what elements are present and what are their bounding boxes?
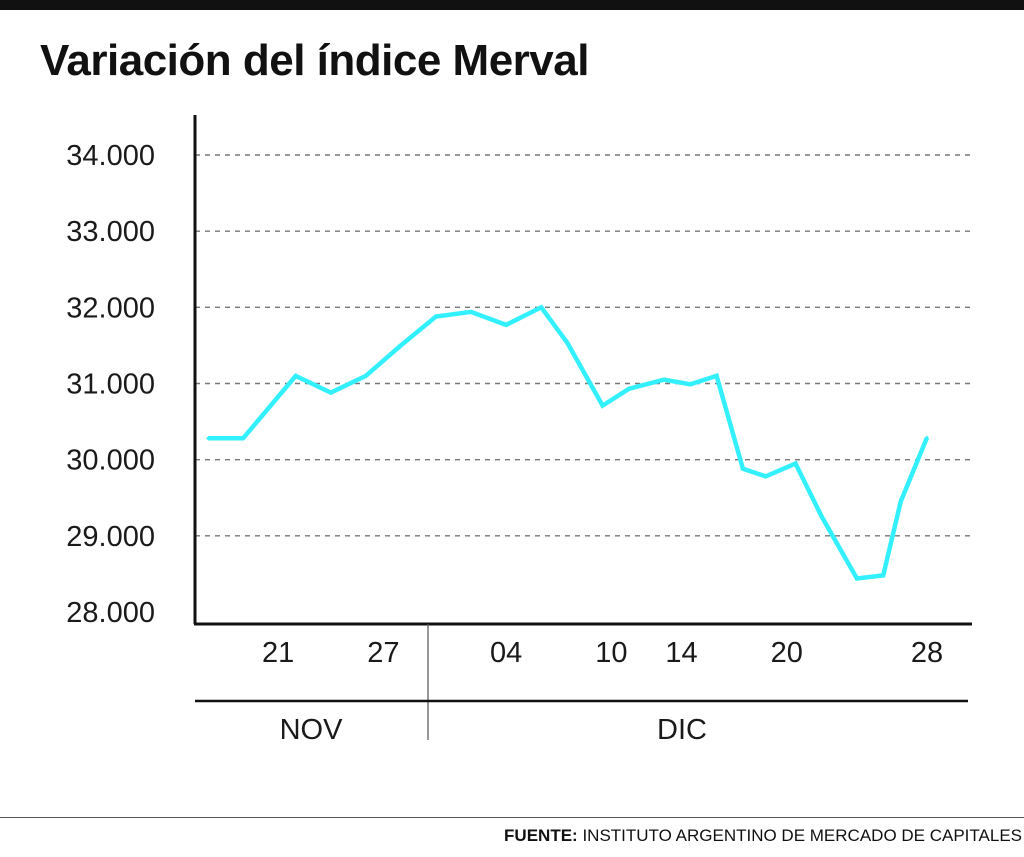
data-point: [741, 467, 745, 471]
x-tick-label: 20: [771, 637, 803, 669]
series-line-merval: [208, 304, 930, 581]
data-point: [601, 404, 605, 408]
data-point: [820, 515, 824, 519]
y-tick-label: 34.000: [66, 140, 155, 172]
data-point: [764, 474, 768, 478]
data-point: [364, 374, 368, 378]
line-chart: 34.000 33.000 32.000 31.000 30.000 29.000 28.0…: [66, 115, 972, 746]
x-tick-label: 10: [595, 637, 627, 669]
data-point: [662, 378, 666, 382]
data-point: [241, 436, 245, 440]
data-point: [539, 305, 543, 309]
axes: [193, 115, 972, 626]
data-point: [434, 314, 438, 318]
data-point: [329, 391, 333, 395]
data-point: [925, 436, 929, 440]
month-label: NOV: [280, 714, 344, 746]
data-point: [627, 387, 631, 391]
data-point: [399, 343, 403, 347]
source-text: INSTITUTO ARGENTINO DE MERCADO DE CAPITA…: [582, 826, 1022, 845]
data-point: [566, 341, 569, 345]
month-label: DIC: [657, 714, 707, 746]
x-tick-label: 14: [665, 637, 697, 669]
series: [206, 304, 930, 581]
bottom-rule: [0, 817, 1024, 818]
data-point: [855, 576, 859, 580]
source-note: FUENTE: INSTITUTO ARGENTINO DE MERCADO D…: [504, 826, 1022, 846]
month-bands: NOV DIC: [195, 624, 968, 746]
data-point: [688, 382, 692, 386]
x-axis-ticks: 21 27 04 10 14 20 28: [262, 637, 943, 669]
gridlines: [195, 154, 972, 537]
x-tick-label: 28: [911, 637, 943, 669]
data-point: [793, 461, 797, 465]
source-label: FUENTE:: [504, 826, 578, 845]
x-tick-label: 04: [490, 637, 522, 669]
x-tick-label: 21: [262, 637, 294, 669]
y-tick-label: 29.000: [66, 521, 155, 553]
y-axis-ticks: 34.000 33.000 32.000 31.000 30.000 29.000 28.0…: [66, 140, 155, 629]
chart-title: Variación del índice Merval: [40, 36, 589, 85]
y-tick-label: 28.000: [66, 597, 155, 629]
data-point: [206, 436, 210, 440]
y-tick-label: 33.000: [66, 216, 155, 248]
top-rule: [0, 0, 1024, 10]
y-tick-label: 31.000: [66, 369, 155, 401]
data-point: [294, 374, 298, 378]
y-tick-label: 32.000: [66, 292, 155, 324]
y-tick-label: 30.000: [66, 445, 155, 477]
data-point: [504, 323, 508, 327]
data-point: [469, 310, 473, 314]
data-point: [715, 374, 719, 378]
x-tick-label: 27: [367, 637, 399, 669]
data-point: [899, 500, 903, 504]
data-point: [881, 573, 885, 577]
